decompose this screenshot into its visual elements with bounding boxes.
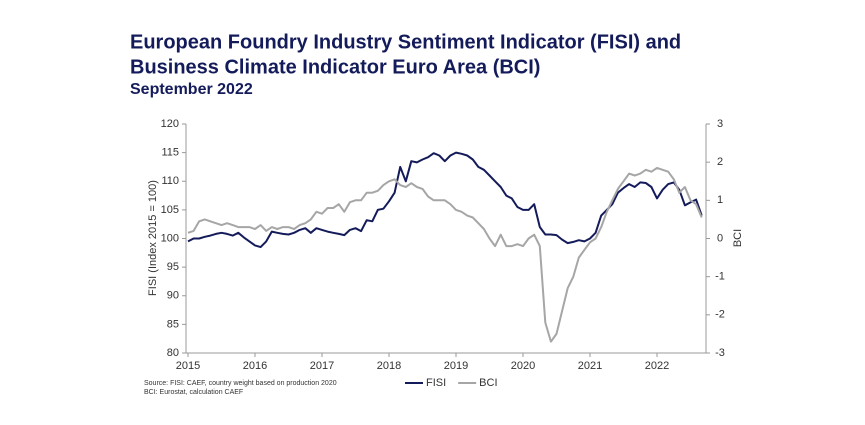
y2-tick-label: -3 <box>715 347 725 359</box>
x-tick-label: 2021 <box>578 360 602 372</box>
x-tick-label: 2018 <box>377 360 401 372</box>
y2-axis-label: BCI <box>732 229 744 247</box>
series-line <box>187 151 703 249</box>
x-tick-label: 2016 <box>243 360 267 372</box>
source-note: BCI: Eurostat, calculation CAEF <box>144 389 243 396</box>
y-axis-label: FISI (Index 2015 = 100) <box>147 180 159 296</box>
y2-tick-label: 3 <box>717 118 723 130</box>
y2-tick-label: -1 <box>715 271 725 283</box>
x-tick-label: 2019 <box>444 360 468 372</box>
x-tick-label: 2020 <box>511 360 535 372</box>
y-tick-label: 80 <box>167 347 179 359</box>
legend-label: FISI <box>426 377 446 389</box>
y-tick-label: 100 <box>161 232 179 244</box>
y-tick-label: 85 <box>167 318 179 330</box>
y2-tick-label: -2 <box>715 309 725 321</box>
x-tick-label: 2015 <box>176 360 200 372</box>
y2-tick-label: 2 <box>717 156 723 168</box>
x-tick-label: 2022 <box>645 360 669 372</box>
legend-label: BCI <box>479 377 497 389</box>
y-tick-label: 90 <box>167 290 179 302</box>
chart-title: Business Climate Indicator Euro Area (BC… <box>130 56 540 78</box>
y-tick-label: 105 <box>161 204 179 216</box>
y-tick-label: 110 <box>161 175 179 187</box>
y-tick-label: 115 <box>161 147 179 159</box>
y2-tick-label: 0 <box>717 232 723 244</box>
y-tick-label: 120 <box>161 118 179 130</box>
chart-title: European Foundry Industry Sentiment Indi… <box>130 31 681 53</box>
y2-tick-label: 1 <box>717 194 723 206</box>
y-tick-label: 95 <box>167 261 179 273</box>
source-note: Source: FISI: CAEF, country weight based… <box>144 380 337 387</box>
series-line <box>187 166 703 343</box>
x-tick-label: 2017 <box>310 360 334 372</box>
chart-subtitle: September 2022 <box>130 81 253 98</box>
